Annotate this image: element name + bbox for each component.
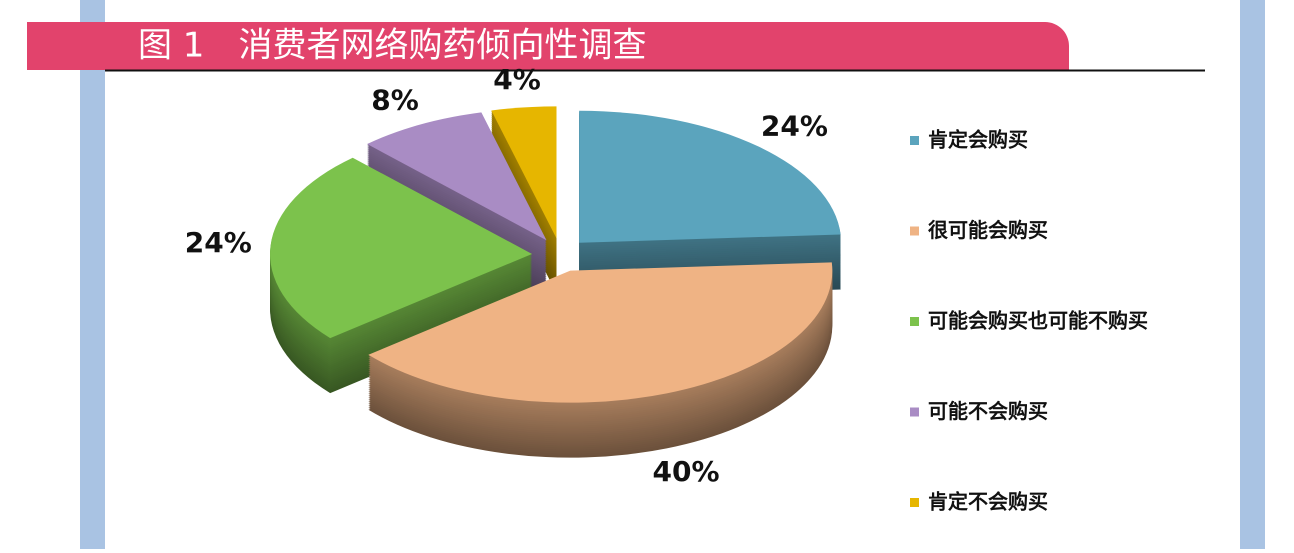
legend-swatch (910, 136, 919, 145)
legend-swatch (910, 498, 919, 507)
data-label: 8% (371, 83, 419, 116)
legend-swatch (910, 317, 919, 326)
legend-label: 很可能会购买 (928, 218, 1048, 242)
data-label: 24% (761, 109, 828, 142)
chart-title: 图 1 消费者网络购药倾向性调查 (138, 26, 646, 66)
data-label: 24% (185, 226, 252, 259)
legend-swatch (910, 226, 919, 236)
legend-swatch (910, 407, 919, 417)
slice (491, 106, 557, 239)
side-bar (1240, 0, 1265, 549)
data-label: 4% (493, 63, 541, 96)
slice (367, 112, 547, 241)
legend-label: 肯定不会购买 (928, 490, 1048, 514)
slice (270, 157, 533, 339)
legend-label: 肯定会购买 (928, 128, 1028, 152)
side-bar (80, 0, 105, 549)
legend-label: 可能不会购买 (928, 399, 1048, 423)
slice (579, 110, 841, 243)
title-band (27, 22, 1069, 70)
legend-label: 可能会购买也可能不购买 (928, 309, 1148, 333)
data-label: 40% (653, 455, 720, 488)
slice (368, 262, 833, 403)
